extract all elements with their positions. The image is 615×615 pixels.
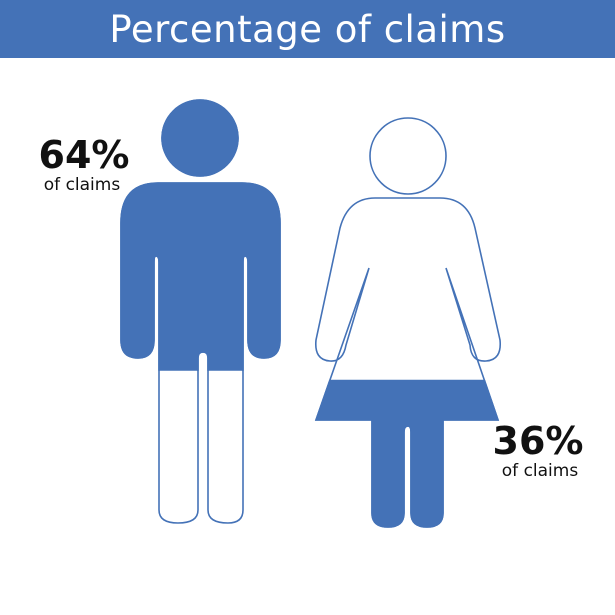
female-figure-icon <box>314 117 502 528</box>
title-banner: Percentage of claims <box>0 0 615 58</box>
male-sub-label: of claims <box>44 175 121 195</box>
chart-title: Percentage of claims <box>109 7 506 51</box>
female-percent-label: 36% <box>493 419 584 463</box>
male-percent-label: 64% <box>39 133 130 177</box>
female-sub-label: of claims <box>502 461 579 481</box>
male-figure-icon <box>120 99 281 524</box>
